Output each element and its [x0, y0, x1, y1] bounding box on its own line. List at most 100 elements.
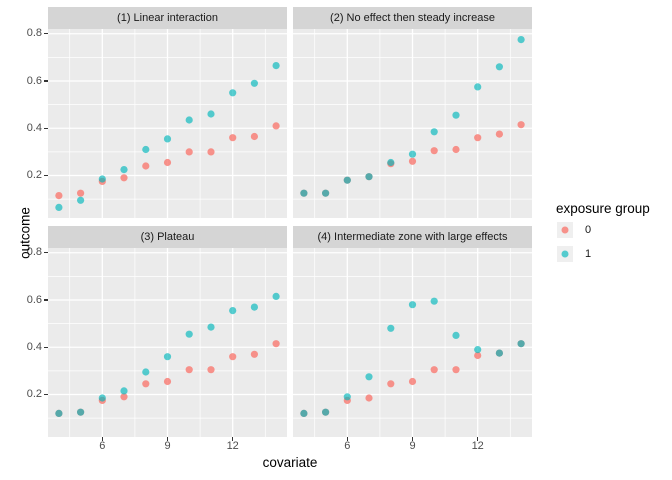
facet-panel-2 — [293, 29, 532, 218]
data-point-group1 — [77, 408, 85, 416]
data-point-group0 — [365, 394, 373, 402]
y-tick-label: 0.6 — [26, 293, 42, 306]
legend-key-box — [557, 222, 573, 238]
data-point-group1 — [365, 373, 373, 381]
x-tick-label: 12 — [226, 440, 239, 452]
data-point-group0 — [120, 393, 128, 401]
data-point-group1 — [387, 324, 395, 332]
facet-panel-3 — [48, 248, 287, 437]
data-point-group1 — [408, 150, 417, 158]
legend-key-box — [557, 246, 573, 262]
data-point-group1 — [495, 349, 503, 357]
data-point-group1 — [343, 393, 351, 401]
data-point-group1 — [300, 189, 308, 197]
x-axis-title: covariate — [262, 455, 318, 470]
data-point-group0 — [430, 366, 438, 374]
legend-label: 0 — [585, 224, 592, 236]
y-tick-label: 0.6 — [26, 74, 42, 87]
data-point-group0 — [163, 158, 172, 167]
x-tick-mark — [477, 437, 479, 441]
data-point-group1 — [185, 330, 193, 338]
data-point-group1 — [98, 394, 106, 402]
data-point-group1 — [272, 292, 280, 300]
data-point-group1 — [452, 331, 460, 339]
facet-strip-3: (3) Plateau — [48, 226, 287, 248]
legend-label: 1 — [585, 248, 592, 260]
data-point-group1 — [474, 346, 482, 354]
data-point-group1 — [120, 387, 128, 395]
data-point-group1 — [55, 203, 63, 211]
data-point-group1 — [272, 62, 280, 70]
y-tick-mark — [44, 174, 48, 177]
facet-panel-1 — [48, 29, 287, 218]
data-point-group1 — [163, 135, 172, 143]
facet-plot-area — [293, 248, 532, 437]
data-point-group0 — [452, 145, 460, 154]
data-point-group0 — [474, 351, 482, 360]
data-point-group1 — [185, 116, 193, 124]
y-tick-label: 0.8 — [26, 27, 42, 40]
legend-entry-group1: 1 — [557, 246, 672, 262]
data-point-group0 — [272, 122, 280, 130]
data-point-group1 — [322, 408, 330, 416]
data-point-group1 — [452, 111, 460, 119]
x-tick-label: 9 — [164, 440, 171, 452]
y-tick-mark — [44, 299, 48, 301]
y-tick-mark — [44, 127, 48, 129]
data-point-group1 — [55, 409, 63, 417]
data-point-group1 — [430, 128, 438, 136]
data-point-group0 — [142, 162, 150, 170]
x-tick-mark — [346, 437, 348, 441]
data-point-group0 — [229, 134, 237, 142]
data-point-group1 — [430, 297, 438, 305]
y-tick-label: 0.2 — [26, 388, 42, 400]
y-tick-mark — [44, 346, 48, 348]
data-point-group1 — [474, 83, 482, 91]
data-point-group1 — [142, 368, 150, 376]
x-tick-mark — [232, 437, 234, 441]
legend-title: exposure group — [556, 201, 650, 216]
y-tick-label: 0.4 — [26, 121, 42, 134]
data-point-group1 — [163, 353, 172, 361]
data-point-group0 — [207, 148, 215, 156]
data-point-group0 — [185, 148, 193, 156]
y-axis-title: outcome — [17, 207, 33, 259]
facet-strip-4: (4) Intermediate zone with large effects — [293, 226, 532, 248]
data-point-group0 — [77, 189, 85, 197]
data-point-group1 — [98, 175, 106, 183]
data-point-group0 — [250, 350, 258, 358]
facet-panel-4 — [293, 248, 532, 437]
group1-dot-icon — [561, 250, 569, 258]
data-point-group0 — [229, 353, 237, 361]
x-tick-label: 9 — [409, 440, 416, 452]
data-point-group0 — [452, 366, 460, 374]
x-tick-label: 6 — [99, 440, 106, 452]
x-tick-mark — [101, 437, 103, 441]
x-tick-label: 6 — [344, 440, 351, 452]
data-point-group1 — [495, 63, 503, 71]
data-point-group0 — [250, 132, 258, 141]
data-point-group0 — [387, 380, 395, 388]
data-point-group0 — [495, 130, 503, 138]
y-tick-mark — [44, 80, 48, 82]
y-tick-label: 0.2 — [26, 169, 42, 181]
data-point-group1 — [250, 79, 258, 87]
data-point-group1 — [408, 301, 417, 309]
data-point-group1 — [517, 340, 525, 348]
data-point-group0 — [207, 366, 215, 374]
legend-entry-group0: 0 — [557, 222, 672, 238]
data-point-group1 — [343, 176, 351, 184]
data-point-group1 — [207, 110, 215, 118]
data-point-group1 — [207, 323, 215, 331]
group0-dot-icon — [561, 226, 569, 234]
data-point-group1 — [77, 196, 85, 204]
data-point-group0 — [120, 174, 128, 182]
y-tick-mark — [44, 252, 48, 254]
y-tick-mark — [44, 393, 48, 396]
data-point-group0 — [474, 134, 482, 142]
data-point-group0 — [163, 377, 172, 386]
data-point-group0 — [55, 192, 63, 200]
x-tick-label: 12 — [471, 440, 484, 452]
data-point-group0 — [272, 340, 280, 348]
